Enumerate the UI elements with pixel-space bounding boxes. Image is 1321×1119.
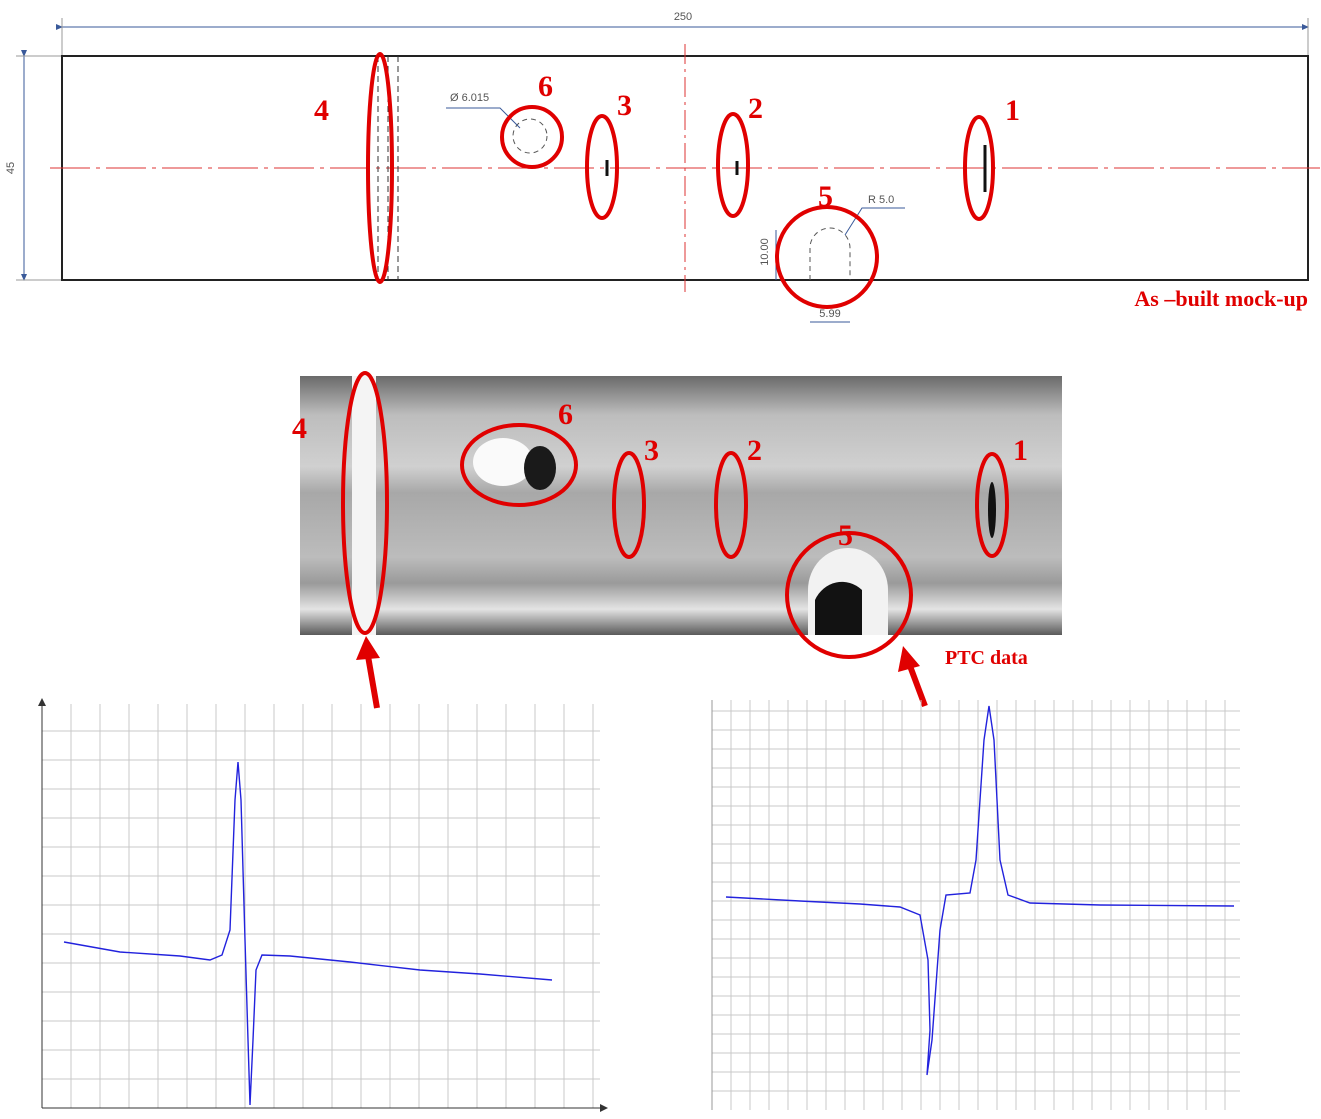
dim-text: 5.99 (819, 308, 840, 320)
groove-signal (352, 376, 376, 635)
label: 4 (292, 412, 307, 445)
dim-text: 10.00 (759, 238, 771, 266)
caption: As –built mock-up (1134, 286, 1308, 311)
ptc-image: 1 2 3 4 5 6 PTC data (292, 373, 1062, 708)
arrow-head (356, 636, 380, 660)
label: 5 (838, 519, 853, 552)
label: 2 (747, 434, 762, 467)
label: 5 (818, 180, 833, 213)
label: 3 (644, 434, 659, 467)
hole (513, 119, 547, 153)
label: 6 (558, 398, 573, 431)
arrow-head (898, 646, 920, 672)
label: 6 (538, 70, 553, 103)
arrow (368, 656, 377, 708)
leader (845, 208, 905, 235)
signal-curve (726, 706, 1234, 1075)
label: 1 (1013, 434, 1028, 467)
marker (718, 114, 748, 216)
label: 1 (1005, 94, 1020, 127)
notch-signal (988, 482, 996, 538)
drawing: 250 45 Ø 6.015 R 5.0 10.00 5.99 1 2 3 4 (5, 11, 1320, 322)
marker (502, 107, 562, 167)
marker (587, 116, 617, 218)
dim-text: Ø 6.015 (450, 92, 489, 104)
figure: 250 45 Ø 6.015 R 5.0 10.00 5.99 1 2 3 4 (0, 0, 1321, 1119)
dim-text: 45 (5, 162, 17, 174)
hole-signal (524, 446, 556, 490)
dim-text: R 5.0 (868, 194, 894, 206)
label: 3 (617, 89, 632, 122)
dim-text: 250 (674, 11, 692, 23)
hole-signal (473, 438, 533, 486)
caption: PTC data (945, 647, 1028, 669)
marker (777, 207, 877, 307)
label: 2 (748, 92, 763, 125)
grid (42, 704, 600, 1108)
arrow (910, 666, 925, 706)
thermal-map (300, 376, 1062, 635)
slot (810, 228, 850, 280)
label: 4 (314, 94, 329, 127)
